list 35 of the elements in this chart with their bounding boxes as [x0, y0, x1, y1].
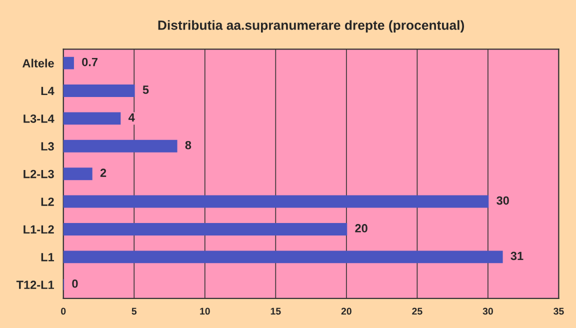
data-label: 0.7	[82, 58, 98, 66]
x-tick-label: 15	[270, 308, 281, 315]
x-tick-label: 25	[412, 308, 422, 315]
chart-title: Distributia aa.supranumerare drepte (procentual)	[158, 20, 464, 32]
x-tick-label: 20	[341, 308, 352, 315]
bar	[63, 56, 74, 70]
y-tick-label: L2	[41, 198, 54, 206]
bar	[63, 84, 135, 97]
bar	[63, 168, 92, 180]
y-tick-label: L2-L3	[24, 170, 54, 178]
data-label: 20	[355, 224, 368, 232]
x-tick-label: 0	[61, 308, 66, 315]
y-tick-label: L3-L4	[24, 114, 54, 123]
data-label: 2	[100, 168, 106, 177]
y-tick-label: T12-L1	[16, 280, 54, 289]
x-tick-label: 35	[554, 308, 564, 315]
data-label: 8	[185, 140, 192, 150]
bar	[63, 112, 121, 125]
y-tick-label: L3	[41, 142, 54, 151]
data-label: 0	[72, 279, 78, 288]
y-tick-label: L1-L2	[24, 225, 54, 234]
data-label: 5	[142, 86, 149, 94]
y-tick-label: L4	[41, 86, 54, 96]
bar	[63, 223, 348, 236]
data-label: 31	[510, 252, 524, 260]
y-tick-label: Altele	[22, 58, 54, 68]
data-label: 4	[128, 113, 135, 122]
bar	[63, 140, 178, 152]
bar	[63, 195, 489, 208]
x-tick-label: 5	[132, 308, 137, 315]
y-tick-label: L1	[41, 253, 54, 262]
x-tick-label: 10	[200, 308, 210, 315]
x-tick-label: 30	[482, 308, 493, 315]
bar	[63, 250, 503, 264]
data-label: 30	[496, 196, 509, 205]
